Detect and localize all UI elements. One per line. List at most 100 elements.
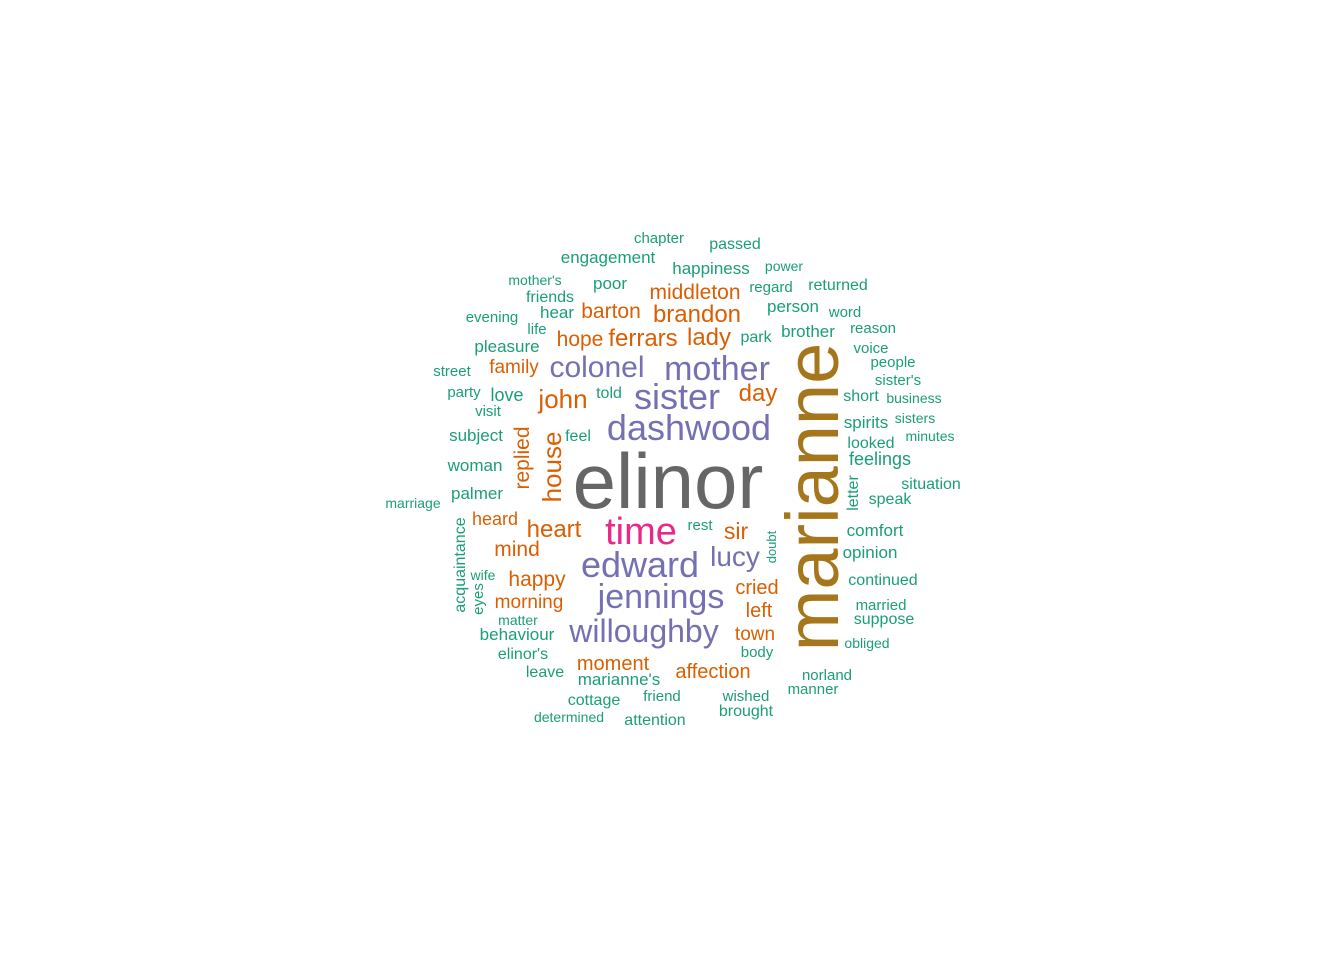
cloud-word-passed: passed [709,236,761,253]
cloud-word-hope: hope [557,328,604,351]
cloud-word-sister: sister [634,376,720,417]
cloud-word-time: time [605,511,677,553]
cloud-word-marriage: marriage [385,495,440,511]
cloud-word-morning: morning [495,592,564,613]
cloud-word-party: party [447,384,481,401]
cloud-word-wife: wife [470,567,496,583]
cloud-word-sister-s: sister's [875,372,921,389]
cloud-word-spirits: spirits [844,413,888,432]
cloud-word-wished: wished [722,688,770,705]
cloud-word-eyes: eyes [470,583,487,615]
cloud-word-visit: visit [475,403,502,420]
cloud-word-feelings: feelings [849,449,911,469]
cloud-word-town: town [735,624,775,645]
cloud-word-sisters: sisters [895,410,935,426]
cloud-word-rest: rest [687,517,713,534]
cloud-word-sir: sir [724,518,749,544]
cloud-word-colonel: colonel [549,351,644,384]
cloud-word-minutes: minutes [905,428,954,444]
cloud-word-marianne: marianne [771,343,854,652]
cloud-word-moment: moment [577,653,650,675]
cloud-word-cried: cried [735,577,778,599]
cloud-word-chapter: chapter [634,230,684,247]
cloud-word-replied: replied [511,426,534,489]
cloud-word-elinor-s: elinor's [498,646,548,663]
cloud-word-brought: brought [719,703,774,720]
cloud-word-barton: barton [581,300,641,323]
cloud-word-acquaintance: acquaintance [452,517,469,612]
cloud-word-voice: voice [853,340,888,357]
cloud-word-brother: brother [781,322,835,341]
cloud-word-behaviour: behaviour [480,625,555,644]
cloud-word-woman: woman [447,456,503,475]
cloud-word-norland: norland [802,667,852,684]
cloud-word-subject: subject [449,426,503,445]
cloud-word-feel: feel [565,428,591,445]
cloud-word-edward: edward [581,544,699,585]
cloud-word-continued: continued [848,572,917,589]
cloud-word-evening: evening [466,309,519,326]
cloud-word-doubt: doubt [764,530,779,563]
cloud-word-comfort: comfort [847,521,904,540]
cloud-word-ferrars: ferrars [608,325,677,352]
cloud-word-house: house [537,432,567,503]
cloud-word-opinion: opinion [843,543,898,562]
cloud-word-heart: heart [527,516,582,543]
cloud-word-mind: mind [494,538,540,561]
cloud-word-obliged: obliged [844,635,889,651]
cloud-word-affection: affection [675,661,750,683]
cloud-word-leave: leave [526,664,564,681]
cloud-word-friend: friend [643,688,681,705]
cloud-word-people: people [870,354,915,371]
cloud-word-letter: letter [845,475,862,511]
cloud-word-cottage: cottage [568,692,621,709]
cloud-word-heard: heard [472,509,518,529]
cloud-word-pleasure: pleasure [474,337,539,356]
cloud-word-park: park [740,329,772,346]
cloud-word-matter: matter [498,612,538,628]
cloud-word-street: street [433,363,471,380]
cloud-word-short: short [843,388,879,405]
cloud-word-mother-s: mother's [508,272,561,288]
cloud-word-power: power [765,258,803,274]
cloud-word-middleton: middleton [649,281,740,304]
cloud-word-marianne-s: marianne's [578,670,661,689]
cloud-word-life: life [527,321,546,338]
cloud-word-told: told [596,385,622,402]
cloud-word-family: family [489,357,539,378]
cloud-word-day: day [739,380,778,407]
cloud-word-dashwood: dashwood [607,407,771,448]
cloud-word-happy: happy [508,568,566,591]
cloud-word-friends: friends [526,289,574,306]
cloud-word-poor: poor [593,274,627,293]
cloud-word-person: person [767,297,819,316]
cloud-word-john: john [537,384,587,414]
cloud-word-married: married [856,597,907,614]
cloud-word-palmer: palmer [451,484,503,503]
cloud-word-jennings: jennings [597,578,725,616]
cloud-word-left: left [746,600,773,622]
cloud-word-speak: speak [869,491,913,508]
cloud-word-situation: situation [901,476,961,493]
cloud-word-looked: looked [847,435,894,452]
cloud-word-hear: hear [540,303,574,322]
cloud-word-reason: reason [850,320,896,337]
cloud-word-word: word [828,304,862,321]
cloud-word-willoughby: willoughby [568,613,718,649]
cloud-word-returned: returned [808,277,868,294]
cloud-word-lucy: lucy [710,541,760,572]
cloud-word-body: body [741,644,774,661]
cloud-word-suppose: suppose [854,611,915,628]
cloud-word-attention: attention [624,712,685,729]
cloud-word-lady: lady [687,324,731,351]
cloud-word-mother: mother [664,350,770,388]
cloud-word-regard: regard [749,279,792,296]
cloud-word-engagement: engagement [561,248,656,267]
cloud-word-love: love [490,385,523,405]
cloud-word-elinor: elinor [573,437,764,525]
cloud-word-business: business [886,390,941,406]
cloud-word-happiness: happiness [672,259,750,278]
cloud-word-brandon: brandon [653,301,741,328]
cloud-word-determined: determined [534,709,604,725]
